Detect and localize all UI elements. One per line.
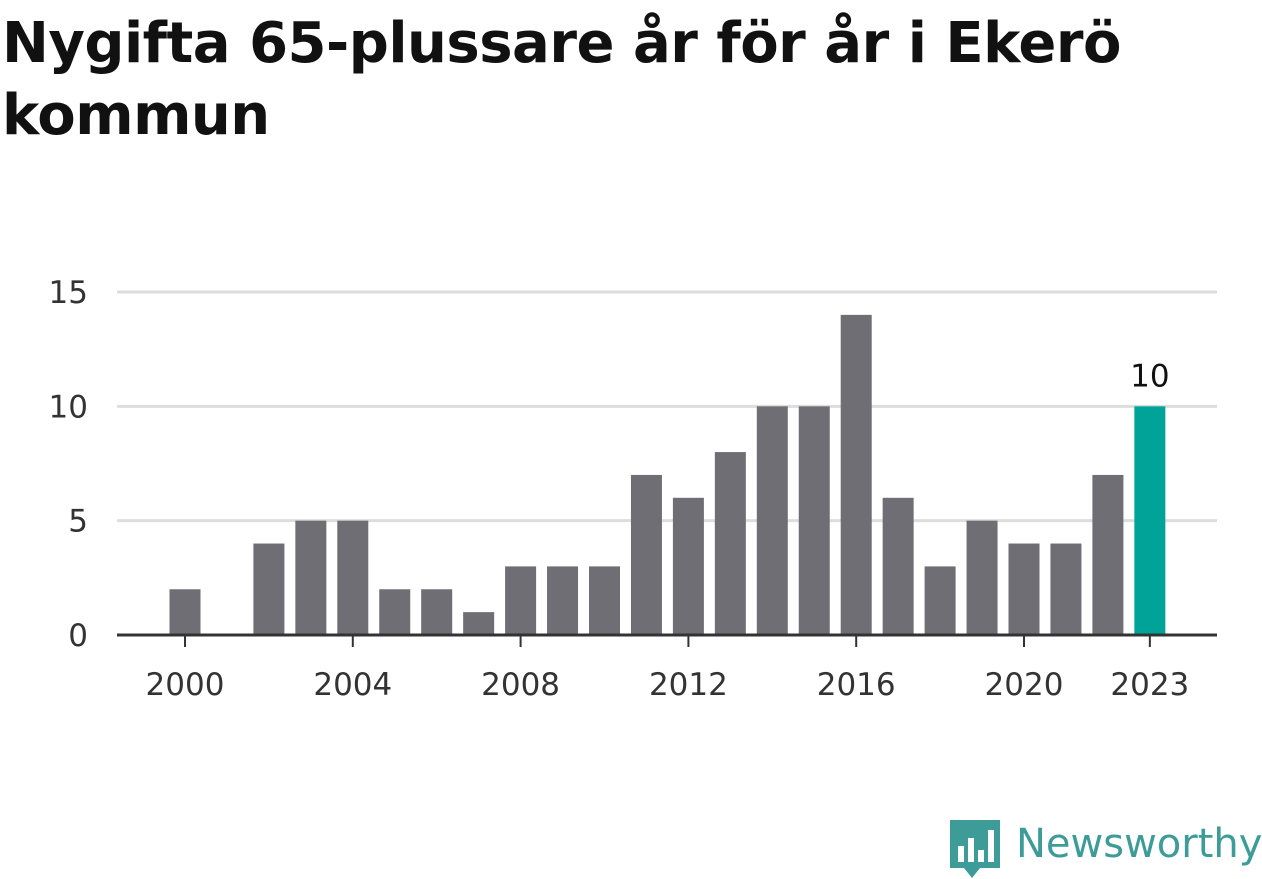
y-tick-label: 5: [68, 504, 88, 540]
bar-2018: [924, 566, 956, 635]
bar-chart-speech-bubble-icon: [950, 820, 1000, 878]
bar-2012: [672, 497, 704, 635]
y-tick-label: 0: [68, 618, 88, 654]
bar-2011: [630, 474, 662, 635]
bar-2014: [756, 406, 788, 635]
bar-2000: [169, 589, 201, 635]
bar-2007: [463, 612, 495, 635]
x-tick-label: 2008: [481, 667, 560, 703]
x-tick-label: 2023: [1110, 667, 1189, 703]
bar-2003: [295, 520, 327, 635]
bar-2002: [253, 543, 285, 635]
x-tick-label: 2004: [313, 667, 392, 703]
bar-2006: [421, 589, 453, 635]
bar-2019: [966, 520, 998, 635]
highlight-value-label: 10: [1130, 358, 1169, 394]
bar-2022: [1092, 474, 1124, 635]
gridlines: [117, 290, 1217, 523]
bar-2004: [337, 520, 369, 635]
axes: [117, 633, 1217, 647]
bar-2017: [882, 497, 914, 635]
newsworthy-logo: Newsworthy: [950, 816, 1262, 878]
y-tick-label: 10: [49, 389, 88, 425]
bar-2013: [714, 452, 746, 635]
bar-2005: [379, 589, 411, 635]
bar-2021: [1050, 543, 1082, 635]
bars: [169, 314, 1166, 635]
bar-2010: [589, 566, 620, 635]
y-tick-label: 15: [49, 275, 88, 311]
chart-title: Nygifta 65-plussare år för år i Ekerö ko…: [2, 11, 1121, 148]
x-tick-label: 2016: [817, 667, 896, 703]
x-tick-label: 2012: [649, 667, 728, 703]
bar-2009: [547, 566, 579, 635]
bar-2015: [798, 406, 830, 635]
brand-name: Newsworthy: [1016, 821, 1262, 867]
bar-2008: [505, 566, 537, 635]
x-tick-label: 2000: [146, 667, 225, 703]
bar-2023: [1134, 406, 1166, 635]
x-tick-label: 2020: [985, 667, 1064, 703]
bar-2020: [1008, 543, 1040, 635]
bar-2016: [840, 314, 872, 635]
labels: 0 5 10 15 2000 2004 2008 2012 2016 2020 2023 10: [49, 275, 1190, 703]
